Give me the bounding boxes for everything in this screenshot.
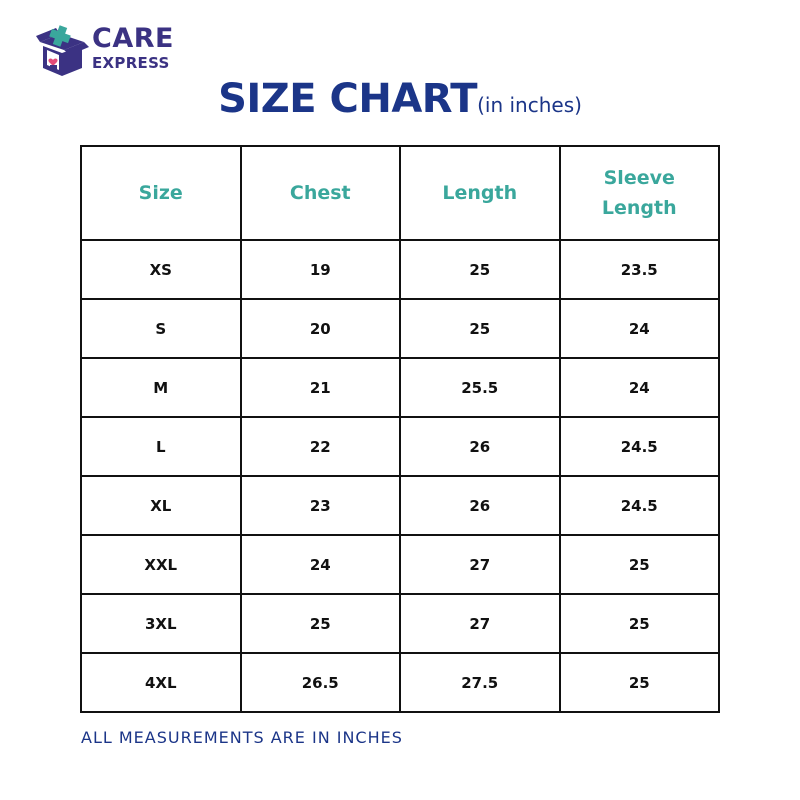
chest-cell: 26.5 <box>239 652 401 713</box>
table-row: XS 19 25 23.5 <box>80 239 720 300</box>
table-row: S 20 25 24 <box>80 298 720 359</box>
page-title: SIZE CHART <box>218 76 478 122</box>
sleeve-length-cell: 24 <box>558 298 720 359</box>
column-header-sleeve-length: Sleeve Length <box>558 145 720 241</box>
measurement-note: ALL MEASUREMENTS ARE IN INCHES <box>81 728 403 747</box>
size-cell: S <box>80 298 242 359</box>
column-header-size: Size <box>80 145 242 241</box>
length-cell: 25 <box>399 239 561 300</box>
size-cell: XXL <box>80 534 242 595</box>
length-cell: 25 <box>399 298 561 359</box>
chest-cell: 19 <box>239 239 401 300</box>
box-with-heart-and-cross-icon <box>36 25 89 76</box>
column-header-chest: Chest <box>239 145 401 241</box>
sleeve-length-cell: 25 <box>558 534 720 595</box>
length-cell: 26 <box>399 416 561 477</box>
sleeve-length-cell: 24 <box>558 357 720 418</box>
page-heading: SIZE CHART(in inches) <box>0 76 800 122</box>
size-cell: XL <box>80 475 242 536</box>
length-cell: 26 <box>399 475 561 536</box>
table-row: M 21 25.5 24 <box>80 357 720 418</box>
chest-cell: 25 <box>239 593 401 654</box>
size-chart-table: Size Chest Length Sleeve Length XS 19 25… <box>80 145 720 713</box>
table-row: XL 23 26 24.5 <box>80 475 720 536</box>
size-cell: XS <box>80 239 242 300</box>
length-cell: 25.5 <box>399 357 561 418</box>
sleeve-length-cell: 24.5 <box>558 416 720 477</box>
chest-cell: 24 <box>239 534 401 595</box>
column-header-length: Length <box>399 145 561 241</box>
chest-cell: 21 <box>239 357 401 418</box>
length-cell: 27.5 <box>399 652 561 713</box>
size-cell: 4XL <box>80 652 242 713</box>
length-cell: 27 <box>399 534 561 595</box>
brand-wordmark: CARE EXPRESS <box>92 22 174 73</box>
size-cell: M <box>80 357 242 418</box>
sleeve-length-cell: 25 <box>558 652 720 713</box>
length-cell: 27 <box>399 593 561 654</box>
sleeve-length-cell: 25 <box>558 593 720 654</box>
page-subtitle: (in inches) <box>477 93 582 117</box>
sleeve-length-cell: 24.5 <box>558 475 720 536</box>
table-row: L 22 26 24.5 <box>80 416 720 477</box>
table-header-row: Size Chest Length Sleeve Length <box>80 145 720 241</box>
chest-cell: 22 <box>239 416 401 477</box>
size-cell: L <box>80 416 242 477</box>
brand-name-line1: CARE <box>92 23 174 54</box>
sleeve-length-cell: 23.5 <box>558 239 720 300</box>
table-row: XXL 24 27 25 <box>80 534 720 595</box>
chest-cell: 23 <box>239 475 401 536</box>
table-row: 4XL 26.5 27.5 25 <box>80 652 720 713</box>
chest-cell: 20 <box>239 298 401 359</box>
table-row: 3XL 25 27 25 <box>80 593 720 654</box>
brand-name-line2: EXPRESS <box>92 54 170 72</box>
brand-logo: CARE EXPRESS <box>34 22 194 78</box>
size-cell: 3XL <box>80 593 242 654</box>
